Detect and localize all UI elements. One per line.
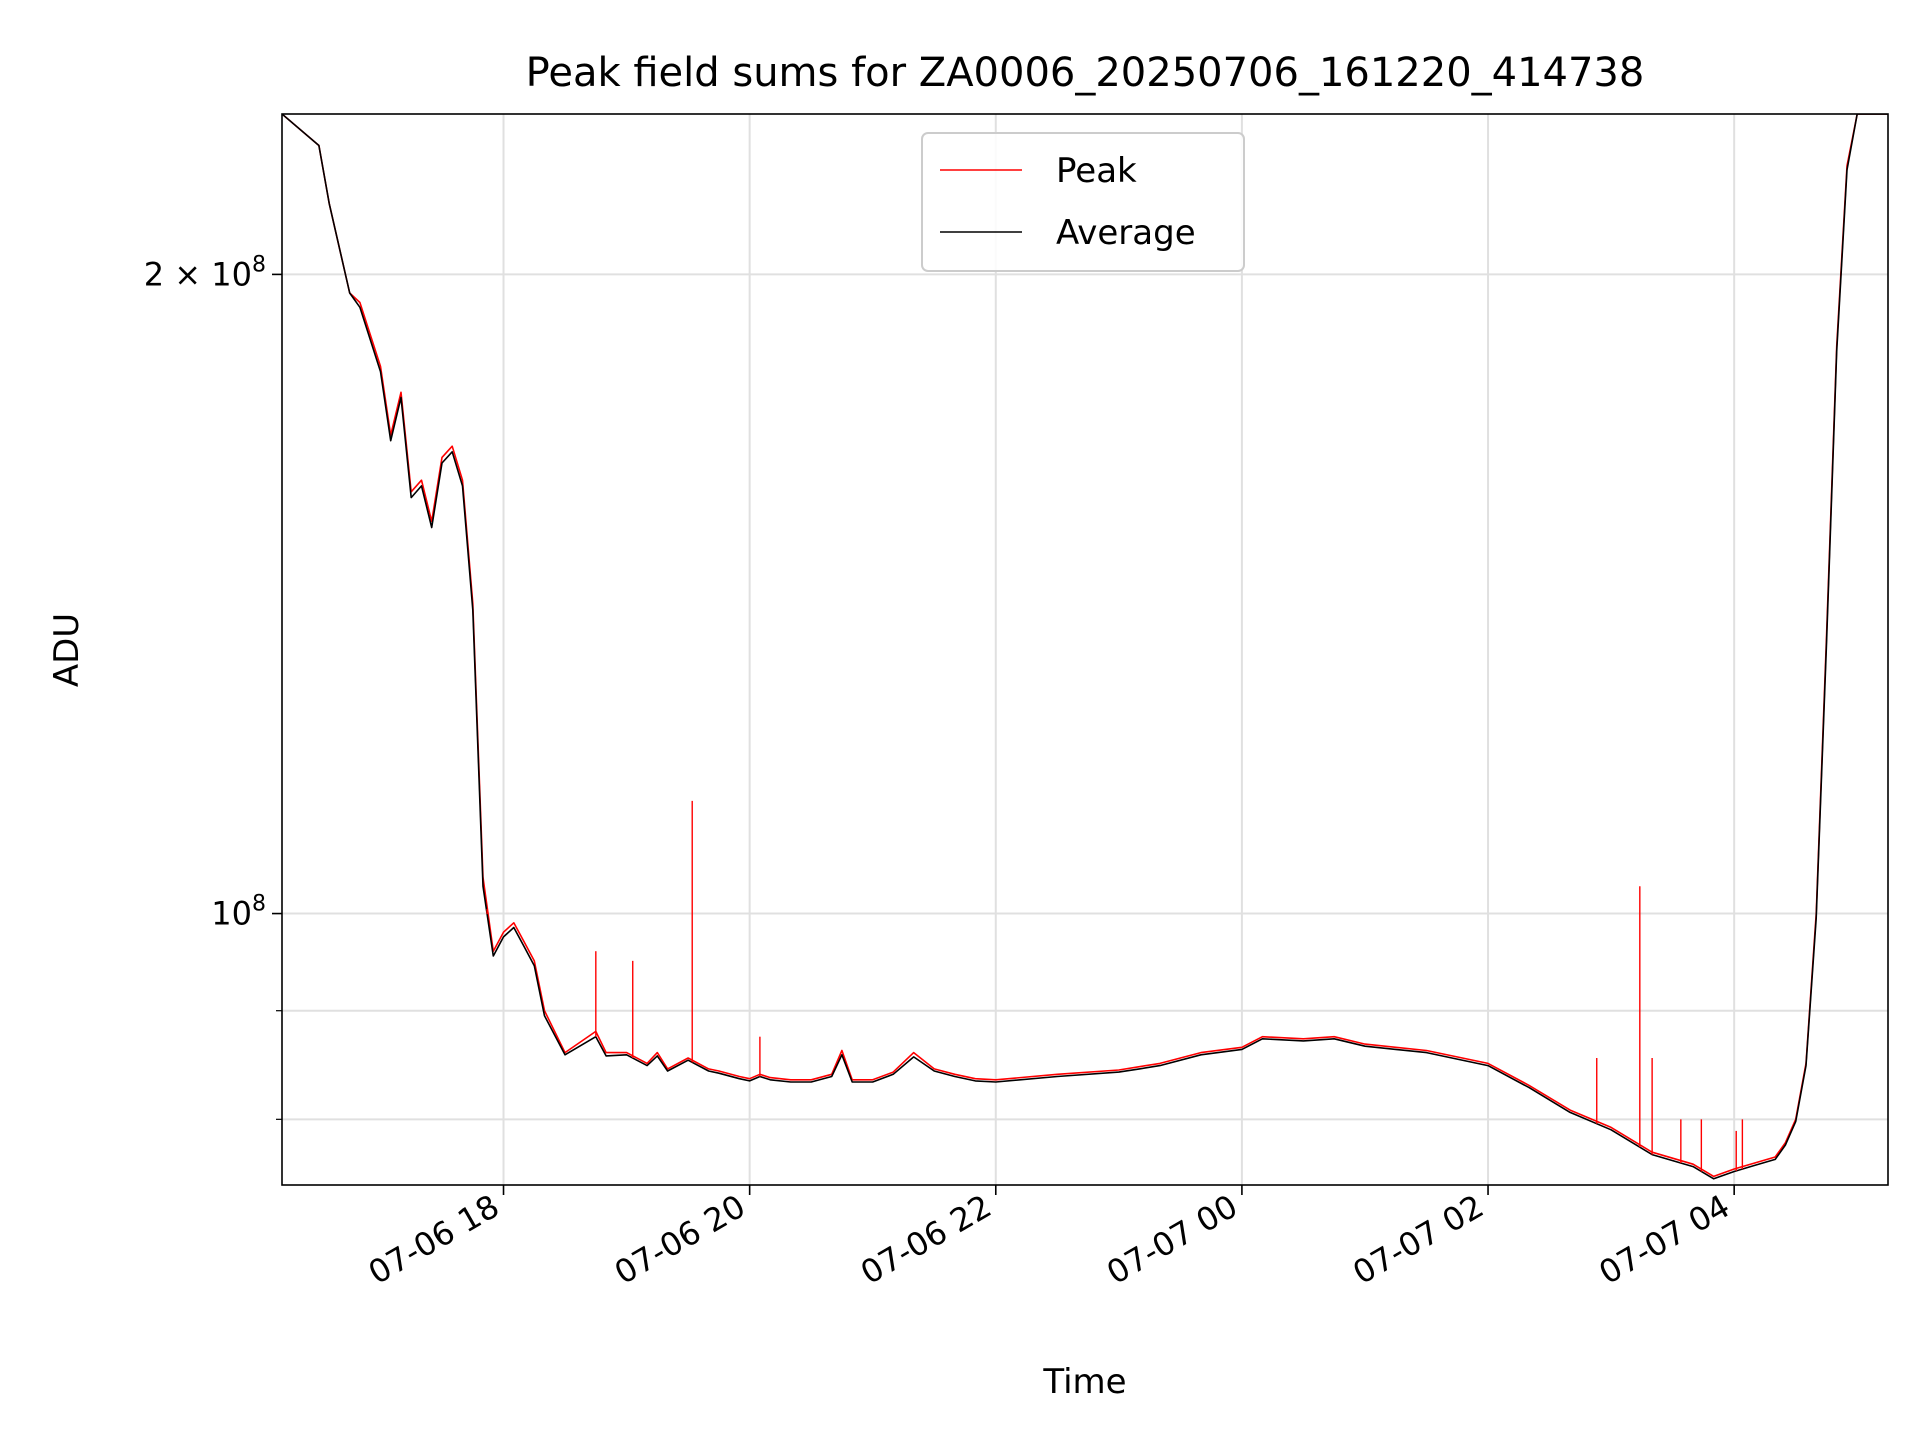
legend-label-average: Average [1056,213,1196,253]
x-axis-label: Time [1042,1362,1126,1402]
y-tick-label: 2 × 108 [144,252,266,293]
series-line-average [282,114,1888,1180]
grid-lines [282,114,1888,1185]
chart-title: Peak field sums for ZA0006_20250706_1612… [526,50,1645,96]
plot-frame [281,113,1889,1186]
y-axis-label: ADU [47,613,87,687]
legend: Peak Average [921,132,1245,272]
plot-area [282,114,1888,1185]
series-lines [282,114,1888,1180]
legend-box [921,132,1245,272]
y-axis-ticks: 2 × 108 108 [144,252,282,1120]
y-tick-label: 108 [211,892,266,933]
legend-label-peak: Peak [1056,151,1137,191]
series-line-peak [282,114,1888,1178]
